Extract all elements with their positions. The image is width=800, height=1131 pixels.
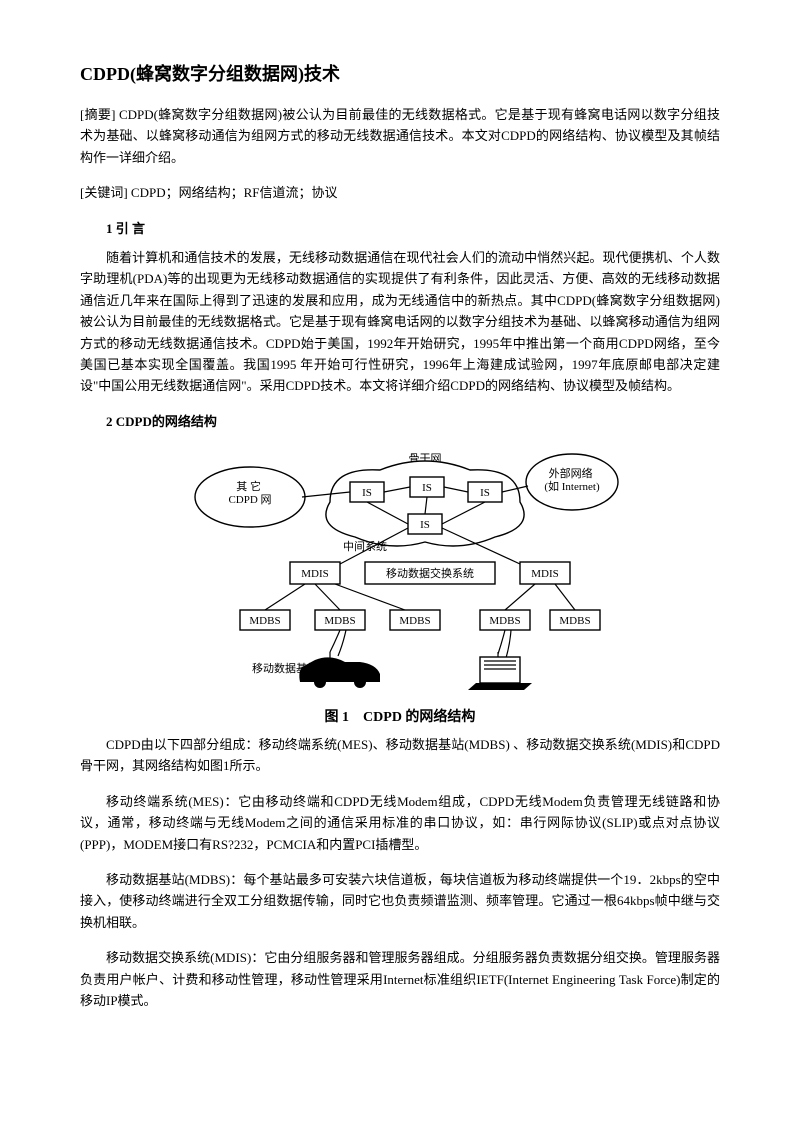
mds-label: 移动数据交换系统 [386, 566, 474, 580]
page-title: CDPD(蜂窝数字分组数据网)技术 [80, 60, 720, 86]
is-2: IS [422, 482, 432, 494]
keywords-paragraph: [关键词] CDPD；网络结构；RF信道流；协议 [80, 182, 720, 203]
mdbs-4: MDBS [489, 615, 520, 627]
node-external-net: 外部网络 (如 Internet) [544, 466, 600, 493]
is-4: IS [420, 519, 430, 531]
is-1: IS [362, 487, 372, 499]
figure-1-wrap: 其 它 CDPD 网 骨干网 外部网络 (如 Internet) IS IS I… [80, 442, 720, 726]
figure-1-caption: 图 1 CDPD 的网络结构 [325, 706, 476, 726]
mdbs-2: MDBS [324, 615, 355, 627]
abstract-paragraph: [摘要] CDPD(蜂窝数字分组数据网)被公认为目前最佳的无线数据格式。它是基于… [80, 104, 720, 168]
mdis-paragraph: 移动数据交换系统(MDIS)：它由分组服务器和管理服务器组成。分组服务器负责数据… [80, 947, 720, 1011]
mdis-1: MDIS [301, 568, 329, 580]
network-diagram: 其 它 CDPD 网 骨干网 外部网络 (如 Internet) IS IS I… [180, 442, 620, 702]
mdbs-3: MDBS [399, 615, 430, 627]
mes-paragraph: 移动终端系统(MES)：它由移动终端和CDPD无线Modem组成，CDPD无线M… [80, 791, 720, 855]
mdbs-1: MDBS [249, 615, 280, 627]
is-3: IS [480, 487, 490, 499]
mdbs-5: MDBS [559, 615, 590, 627]
mdis-2: MDIS [531, 568, 559, 580]
section-2-heading: 2 CDPD的网络结构 [106, 411, 720, 430]
section-1-heading: 1 引 言 [106, 218, 720, 237]
document-page: CDPD(蜂窝数字分组数据网)技术 [摘要] CDPD(蜂窝数字分组数据网)被公… [0, 0, 800, 1131]
mdbs-paragraph: 移动数据基站(MDBS)：每个基站最多可安装六块信道板，每块信道板为移动终端提供… [80, 869, 720, 933]
section-1-body: 随着计算机和通信技术的发展，无线移动数据通信在现代社会人们的流动中悄然兴起。现代… [80, 247, 720, 397]
components-paragraph: CDPD由以下四部分组成：移动终端系统(MES)、移动数据基站(MDBS) 、移… [80, 734, 720, 777]
